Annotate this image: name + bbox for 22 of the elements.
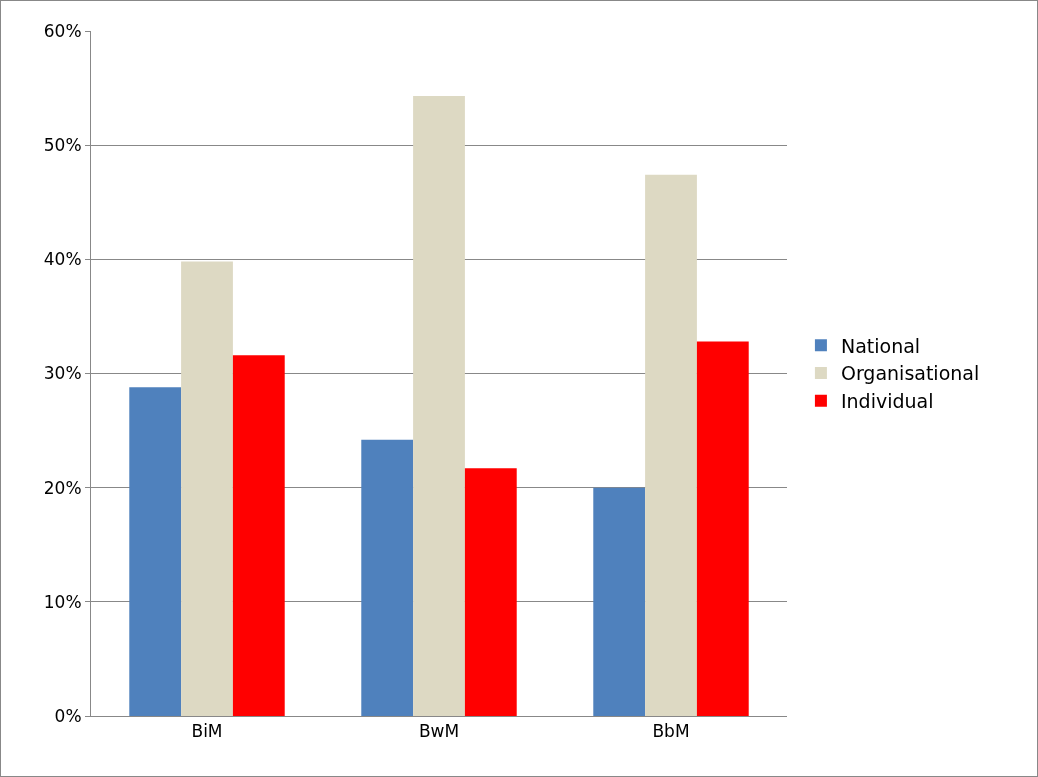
y-tick-label: 30% — [43, 363, 82, 384]
y-tick-label: 50% — [43, 135, 82, 156]
bar — [181, 261, 233, 716]
y-tick-label: 10% — [43, 591, 82, 612]
y-tick-label: 40% — [43, 249, 82, 270]
legend-label: Organisational — [840, 362, 980, 385]
bar — [413, 96, 465, 716]
x-tick-label: BiM — [191, 721, 223, 742]
bar — [645, 174, 697, 716]
x-tick-label: BwM — [418, 721, 460, 742]
bar — [464, 468, 517, 716]
bar — [361, 439, 414, 716]
bar — [232, 355, 285, 716]
x-tick-label: BbM — [652, 721, 690, 742]
y-tick-label: 60% — [43, 20, 82, 41]
y-tick-label: 20% — [43, 477, 82, 498]
bar — [593, 487, 646, 716]
bar — [696, 341, 749, 716]
y-tick-label: 0% — [54, 705, 82, 726]
bar — [129, 387, 182, 716]
legend-label: National — [840, 334, 921, 357]
legend-label: Individual — [840, 390, 934, 413]
